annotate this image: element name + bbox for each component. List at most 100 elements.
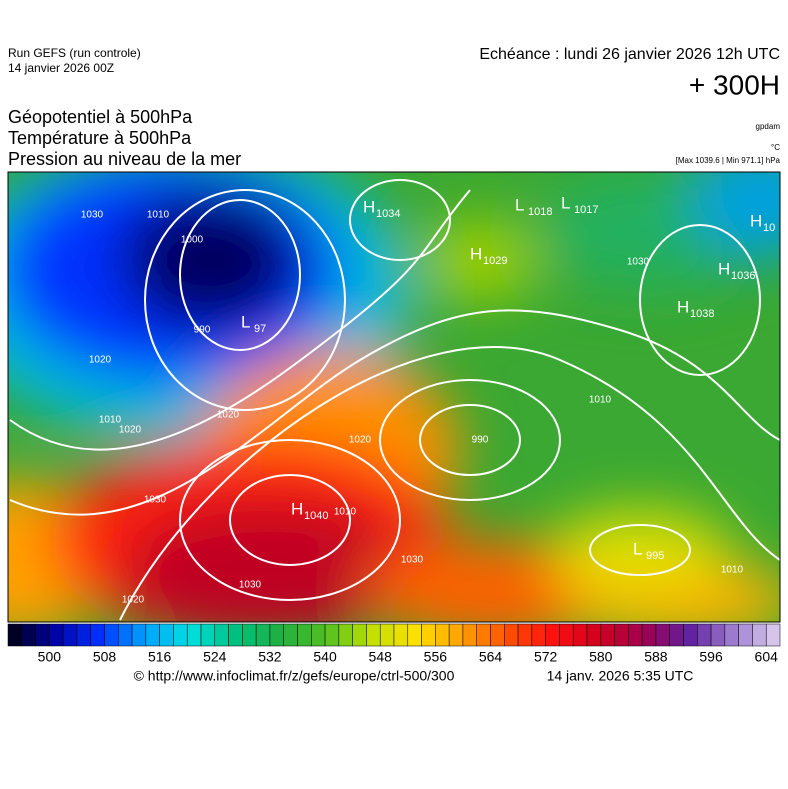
colorbar-box — [710, 623, 726, 647]
colorbar-tick-label: 604 — [755, 649, 779, 665]
colorbar-box — [62, 623, 78, 647]
colorbar-box — [186, 623, 202, 647]
isobar — [419, 404, 521, 476]
isobar-label: 990 — [194, 325, 211, 336]
colorbar-tick-label: 516 — [148, 649, 172, 665]
colorbar-box — [600, 623, 615, 647]
colorbar-box — [269, 623, 284, 647]
center-letter: H — [677, 297, 689, 316]
colorbar-box — [435, 623, 450, 647]
colorbar-tick-label: 548 — [369, 649, 393, 665]
colorbar-box — [683, 623, 698, 647]
isobar-label: 1030 — [81, 210, 104, 221]
colorbar-box — [104, 623, 119, 647]
colorbar-box — [545, 623, 560, 647]
colorbar-box — [669, 623, 684, 647]
isobar-label: 1010 — [99, 415, 122, 426]
isobar-label: 1020 — [349, 435, 372, 446]
colorbar-box — [242, 623, 257, 647]
unit: gpdam — [756, 122, 781, 131]
center-letter: H — [363, 197, 375, 216]
colorbar-box — [49, 623, 64, 647]
colorbar-tick-label: 532 — [258, 649, 282, 665]
colorbar-tick-label: 524 — [203, 649, 227, 665]
colorbar-box — [738, 623, 753, 647]
valid-time: Echéance : lundi 26 janvier 2026 12h UTC — [479, 46, 780, 63]
center-letter: L — [633, 539, 642, 558]
colorbar-box — [214, 623, 229, 647]
colorbar-box — [297, 623, 312, 647]
colorbar-box — [35, 623, 50, 647]
center-letter: H — [291, 499, 303, 518]
colorbar-box — [655, 623, 670, 647]
isobar — [639, 224, 761, 376]
colorbar-box — [131, 623, 147, 647]
isobar — [349, 179, 451, 261]
colorbar-box — [462, 623, 477, 647]
run-label: Run GEFS (run controle) — [8, 46, 141, 60]
center-letter: H — [718, 259, 730, 278]
source: © http://www.infoclimat.fr/z/gefs/europe… — [134, 668, 455, 684]
colorbar-box — [586, 623, 602, 647]
center-value: 1029 — [483, 255, 507, 267]
isobar-label: 1030 — [239, 580, 262, 591]
colorbar-tick-label: 508 — [93, 649, 117, 665]
colorbar-box — [476, 623, 491, 647]
isobar-label: 1030 — [627, 257, 650, 268]
colorbar-tick-label: 596 — [699, 649, 723, 665]
colorbar-tick-label: 572 — [534, 649, 558, 665]
colorbar-box — [118, 623, 133, 647]
colorbar-box — [7, 623, 23, 647]
isobar — [9, 189, 471, 451]
isobar — [179, 199, 301, 351]
colorbar-box — [393, 623, 409, 647]
colorbar-tick-label: 540 — [313, 649, 337, 665]
field-label: Géopotentiel à 500hPa — [8, 107, 193, 127]
colorbar-box — [283, 623, 298, 647]
colorbar-box — [641, 623, 657, 647]
center-value: 1034 — [376, 208, 400, 220]
colorbar-box — [255, 623, 271, 647]
colorbar-box — [531, 623, 546, 647]
colorbar-box — [421, 623, 436, 647]
isobar — [9, 309, 780, 516]
colorbar-box — [338, 623, 353, 647]
center-value: 995 — [646, 550, 664, 562]
colorbar-tick-label: 500 — [38, 649, 62, 665]
colorbar-box — [200, 623, 216, 647]
isobar — [119, 346, 780, 621]
run-date: 14 janvier 2026 00Z — [8, 61, 114, 75]
colorbar-box — [352, 623, 367, 647]
center-letter: L — [241, 312, 250, 331]
colorbar-box — [407, 623, 422, 647]
isobar-label: 1030 — [401, 555, 424, 566]
colorbar-box — [228, 623, 243, 647]
colorbar-box — [311, 623, 326, 647]
colorbar-box — [448, 623, 464, 647]
colorbar-box — [173, 623, 188, 647]
center-value: 97 — [254, 323, 266, 335]
center-value: 1036 — [731, 270, 755, 282]
center-letter: L — [561, 193, 570, 212]
colorbar-box — [504, 623, 519, 647]
isobar-label: 1010 — [334, 507, 357, 518]
colorbar-tick-label: 580 — [589, 649, 613, 665]
unit: [Max 1039.6 | Min 971.1] hPa — [676, 156, 781, 165]
center-value: 1038 — [690, 308, 714, 320]
isobar — [144, 189, 346, 411]
isobar-label: 1030 — [144, 495, 167, 506]
center-letter: H — [750, 211, 762, 230]
center-value: 1018 — [528, 206, 552, 218]
colorbar-box — [697, 623, 712, 647]
unit: °C — [771, 143, 780, 152]
field-label: Pression au niveau de la mer — [8, 149, 241, 169]
colorbar-box — [159, 623, 174, 647]
colorbar-tick-label: 556 — [424, 649, 448, 665]
isobar-label: 1010 — [147, 210, 170, 221]
isobar-label: 990 — [472, 435, 489, 446]
center-letter: H — [470, 244, 482, 263]
colorbar-box — [490, 623, 505, 647]
colorbar-box — [752, 623, 767, 647]
